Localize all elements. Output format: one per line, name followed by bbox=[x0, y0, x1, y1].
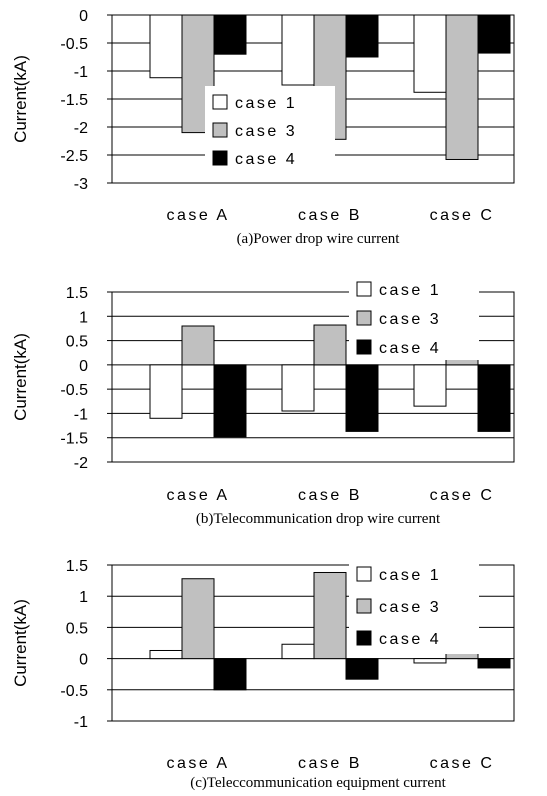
bar-case1-caseC bbox=[413, 14, 447, 93]
bar-case4-caseB bbox=[345, 364, 379, 432]
y-tick-label: -1 bbox=[74, 64, 88, 81]
y-tick-label: -3 bbox=[74, 176, 88, 193]
y-tick-label: -2.5 bbox=[60, 148, 88, 165]
bar-case4-caseC bbox=[477, 364, 511, 432]
legend-swatch-case3 bbox=[356, 598, 372, 614]
x-tick-label: case A bbox=[166, 755, 229, 772]
bar-case3-caseA bbox=[181, 325, 215, 366]
x-tick-label: case B bbox=[298, 207, 362, 224]
x-tick-label: case B bbox=[298, 755, 362, 772]
legend-swatch-case4 bbox=[356, 339, 372, 355]
bar-case3-caseA bbox=[181, 578, 215, 660]
legend-label-case4: case 4 bbox=[235, 151, 297, 168]
chart-2: 1.5 1 0.5 0 -0.5 -1 -1.5 -2 case A case B case C ca… bbox=[11, 273, 515, 527]
y-tick-label: -0.5 bbox=[60, 683, 88, 700]
bar-case4-caseA bbox=[213, 14, 247, 55]
y-tick-label: 1 bbox=[79, 309, 88, 326]
x-tick-label: case A bbox=[166, 207, 229, 224]
bar-case4-caseA bbox=[213, 658, 247, 691]
legend: case 1 case 3 case 4 bbox=[349, 273, 479, 360]
legend-label-case4: case 4 bbox=[379, 631, 441, 648]
bar-case1-caseC bbox=[413, 658, 447, 664]
bar-case4-caseB bbox=[345, 658, 379, 680]
bar-case3-caseB bbox=[313, 324, 347, 366]
legend-label-case3: case 3 bbox=[379, 599, 441, 616]
legend-label-case3: case 3 bbox=[235, 123, 297, 140]
y-tick-label: -2 bbox=[74, 455, 88, 472]
y-tick-label: -2 bbox=[74, 120, 88, 137]
legend-label-case1: case 1 bbox=[379, 282, 441, 299]
chart-caption: (a)Power drop wire current bbox=[237, 231, 401, 247]
legend-swatch-case1 bbox=[356, 281, 372, 297]
chart-1: 0 -0.5 -1 -1.5 -2 -2.5 -3 case A case B case C cas… bbox=[11, 8, 515, 247]
legend-label-case4: case 4 bbox=[379, 340, 441, 357]
legend-swatch-case1 bbox=[356, 566, 372, 582]
bar-case4-caseA bbox=[213, 364, 247, 438]
y-axis-label: Current(kA) bbox=[11, 333, 30, 421]
x-tick-label: case C bbox=[430, 755, 495, 772]
legend-label-case1: case 1 bbox=[235, 95, 297, 112]
legend-label-case3: case 3 bbox=[379, 311, 441, 328]
bar-case3-caseB bbox=[313, 571, 347, 660]
legend-label-case1: case 1 bbox=[379, 567, 441, 584]
x-tick-label: case A bbox=[166, 487, 229, 504]
y-tick-label: 0.5 bbox=[66, 620, 88, 637]
y-tick-label: 0.5 bbox=[66, 334, 88, 351]
y-tick-label: -1 bbox=[74, 406, 88, 423]
legend: case 1 case 3 case 4 bbox=[349, 558, 479, 654]
bar-case1-caseA bbox=[149, 14, 183, 79]
y-tick-label: 0 bbox=[79, 8, 88, 25]
y-tick-label: -0.5 bbox=[60, 382, 88, 399]
y-tick-label: -0.5 bbox=[60, 36, 88, 53]
bar-case4-caseB bbox=[345, 14, 379, 58]
bar-case1-caseB bbox=[281, 364, 315, 412]
legend-swatch-case4 bbox=[356, 630, 372, 646]
x-tick-label: case C bbox=[430, 207, 495, 224]
y-tick-label: 1.5 bbox=[66, 558, 88, 575]
y-tick-label: 0 bbox=[79, 358, 88, 375]
bar-case4-caseC bbox=[477, 658, 511, 669]
legend-swatch-case1 bbox=[212, 94, 228, 110]
chart-caption: (b)Telecommunication drop wire current bbox=[196, 511, 441, 527]
x-tick-label: case B bbox=[298, 487, 362, 504]
legend: case 1 case 3 case 4 bbox=[205, 86, 335, 170]
bar-case1-caseC bbox=[413, 364, 447, 407]
y-tick-label: -1.5 bbox=[60, 431, 88, 448]
y-tick-label: 1 bbox=[79, 589, 88, 606]
bar-case1-caseA bbox=[149, 649, 183, 660]
y-axis-label: Current(kA) bbox=[11, 55, 30, 143]
legend-swatch-case3 bbox=[356, 310, 372, 326]
bar-case4-caseC bbox=[477, 14, 511, 54]
y-tick-label: 1.5 bbox=[66, 285, 88, 302]
bar-case3-caseC bbox=[445, 14, 479, 160]
y-tick-label: 0 bbox=[79, 652, 88, 669]
legend-swatch-case3 bbox=[212, 122, 228, 138]
y-tick-label: -1 bbox=[74, 714, 88, 731]
chart-caption: (c)Teleccommunication equipment current bbox=[190, 775, 446, 791]
y-axis-label: Current(kA) bbox=[11, 599, 30, 687]
legend-swatch-case4 bbox=[212, 150, 228, 166]
bar-case1-caseB bbox=[281, 643, 315, 660]
bar-case1-caseA bbox=[149, 364, 183, 419]
y-tick-label: -1.5 bbox=[60, 92, 88, 109]
bar-case1-caseB bbox=[281, 14, 315, 86]
x-tick-label: case C bbox=[430, 487, 495, 504]
